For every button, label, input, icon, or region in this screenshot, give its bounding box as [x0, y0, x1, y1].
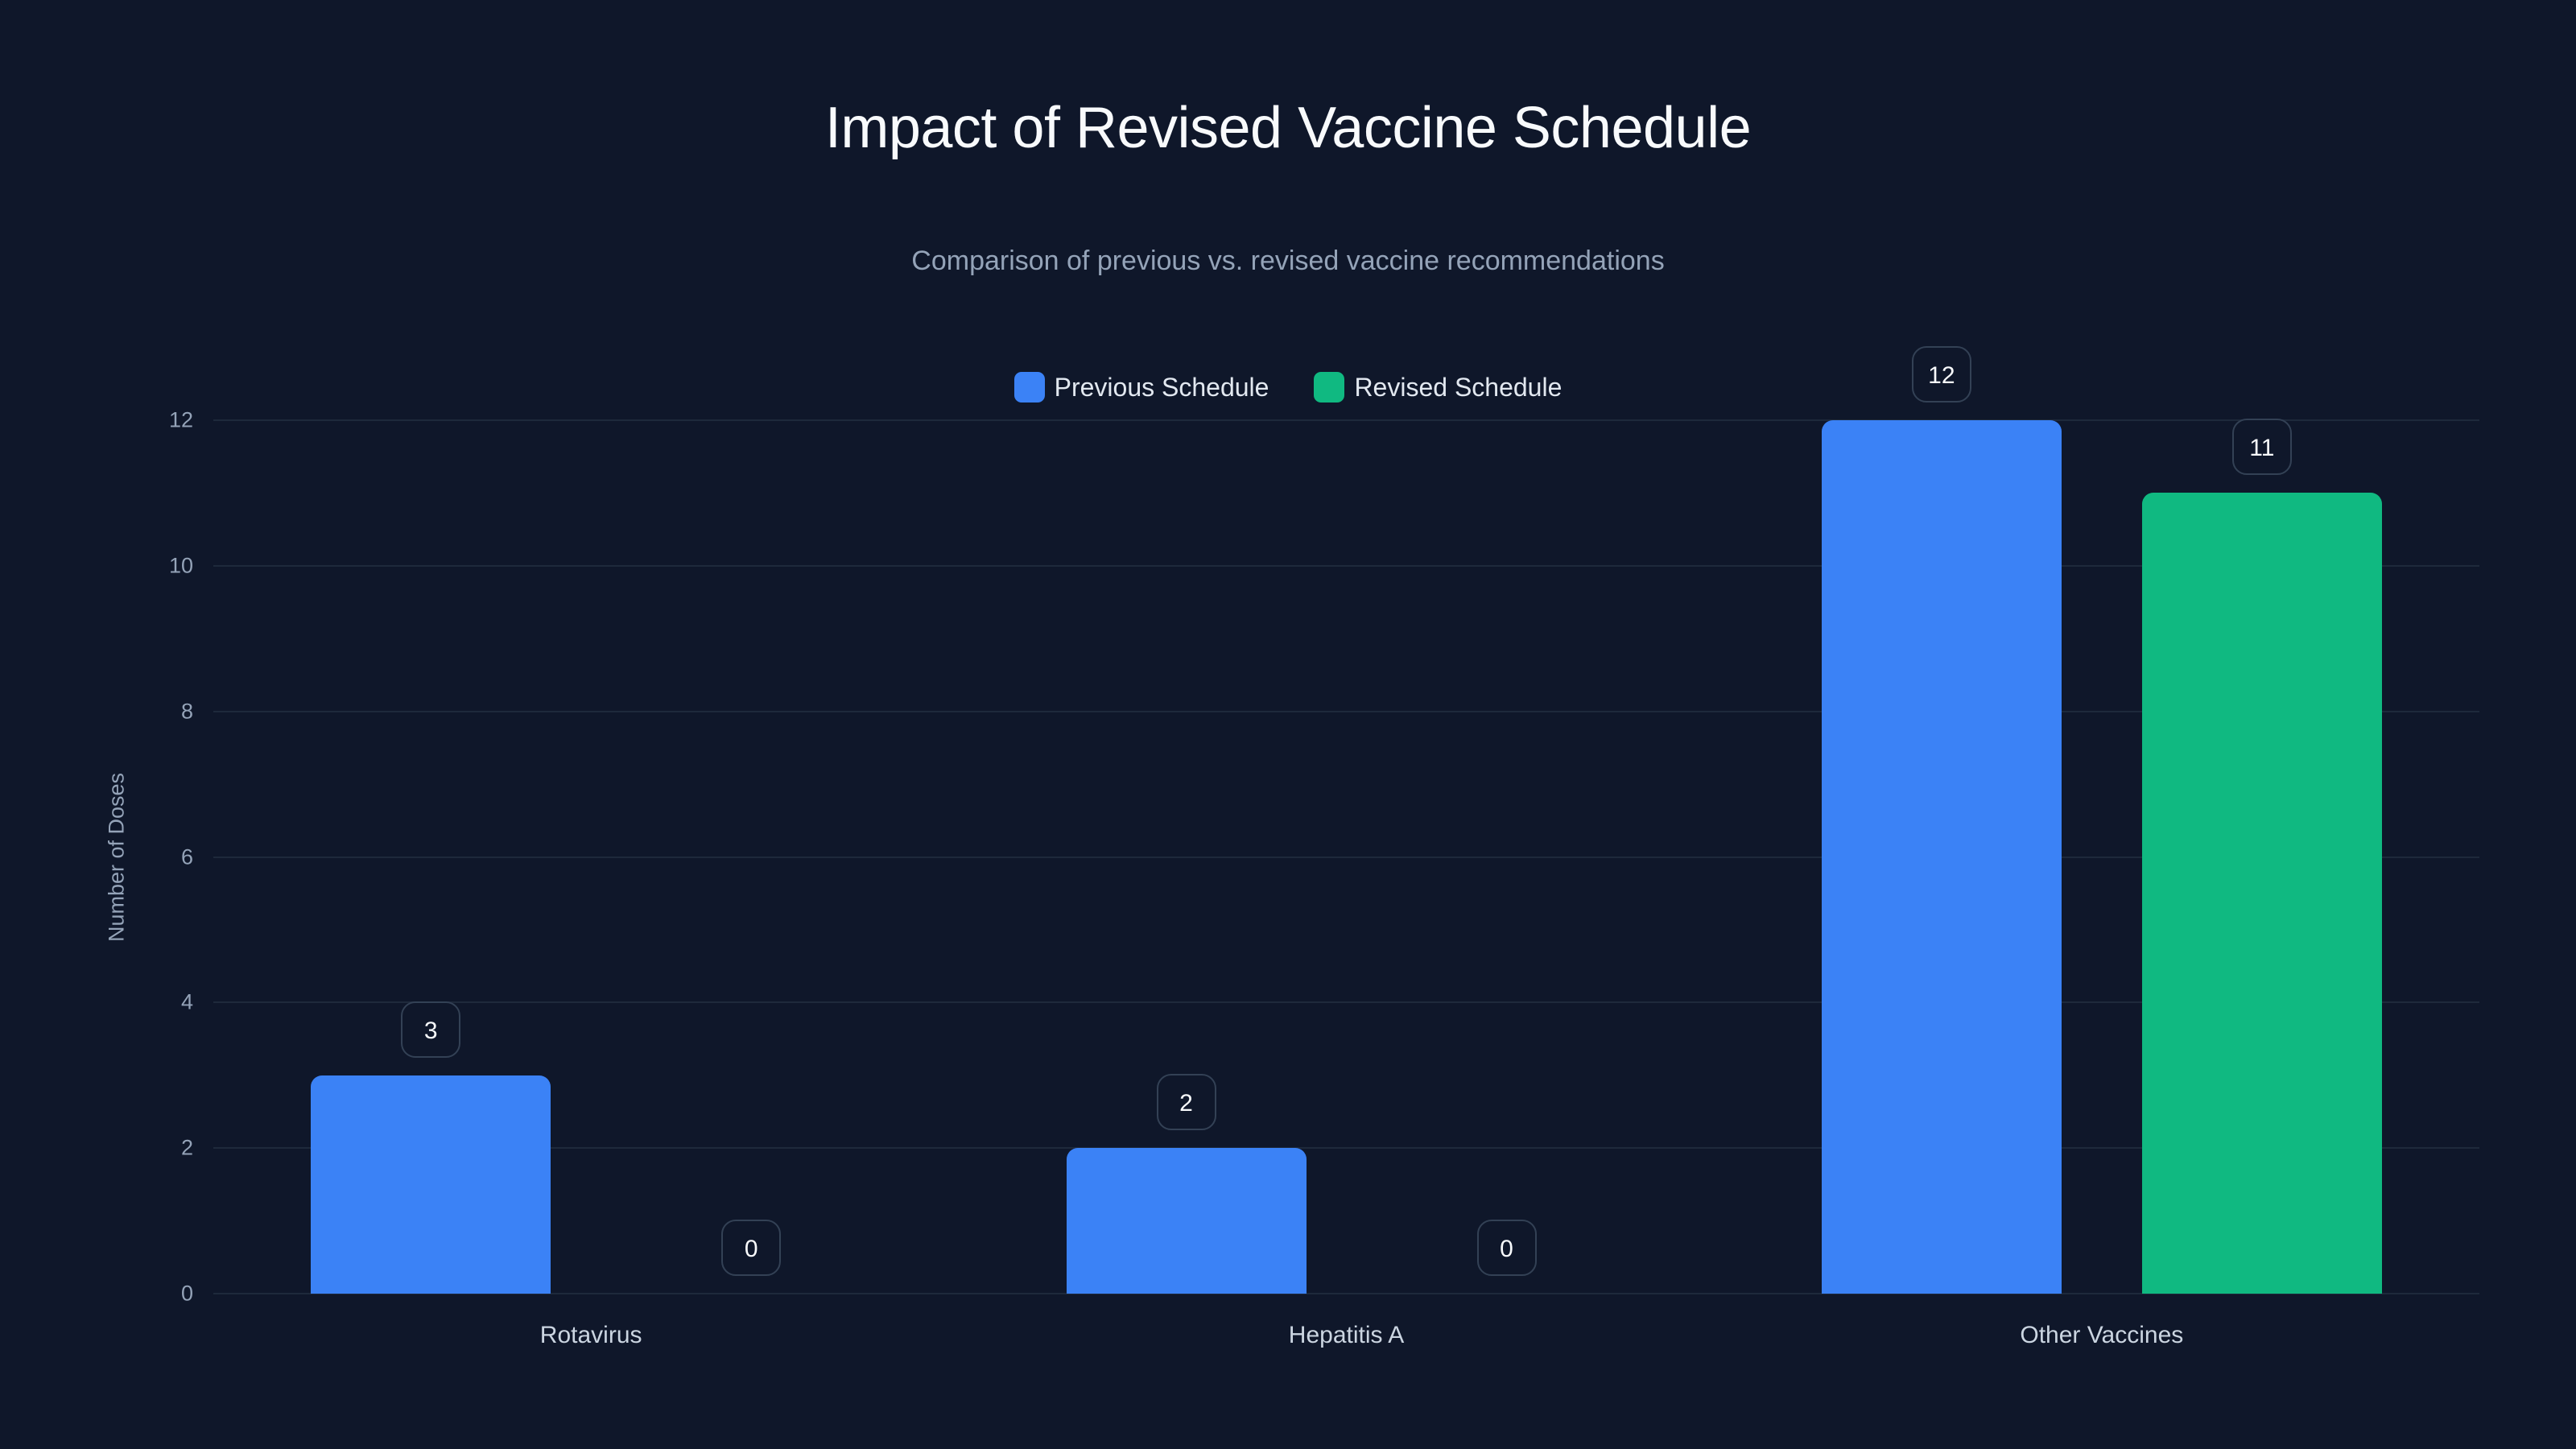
gridline — [213, 1001, 2479, 1004]
x-tick-label: Rotavirus — [539, 1322, 642, 1348]
gridline — [213, 856, 2479, 858]
data-label: 2 — [1156, 1074, 1216, 1131]
y-tick-label: 4 — [180, 989, 193, 1014]
y-axis-label: Number of Doses — [104, 772, 129, 943]
gridline — [213, 1147, 2479, 1150]
y-tick-label: 6 — [180, 844, 193, 869]
bar-hepatitis-a-previous[interactable] — [1066, 1148, 1307, 1294]
legend-swatch-previous-icon — [1013, 372, 1045, 402]
legend-item-previous[interactable]: Previous Schedule — [1013, 372, 1269, 402]
bar-other-vaccines-previous[interactable] — [1821, 420, 2062, 1294]
gridline — [213, 419, 2479, 421]
legend: Previous Schedule Revised Schedule — [0, 372, 2576, 402]
data-label: 11 — [2231, 419, 2292, 476]
y-tick-label: 8 — [180, 699, 193, 724]
gridline — [213, 564, 2479, 567]
gridline — [213, 710, 2479, 712]
y-tick-label: 10 — [168, 553, 193, 578]
y-tick-label: 2 — [180, 1135, 193, 1160]
data-label: 12 — [1911, 346, 1971, 402]
y-tick-label: 12 — [168, 407, 193, 432]
data-label: 3 — [401, 1001, 461, 1058]
x-tick-label: Hepatitis A — [1288, 1322, 1405, 1348]
legend-label: Revised Schedule — [1354, 372, 1563, 402]
legend-item-revised[interactable]: Revised Schedule — [1314, 372, 1562, 402]
y-tick-label: 0 — [180, 1281, 193, 1306]
x-tick-label: Other Vaccines — [2020, 1322, 2184, 1348]
chart-subtitle: Comparison of previous vs. revised vacci… — [911, 246, 1665, 276]
chart-title: Impact of Revised Vaccine Schedule — [824, 96, 1752, 160]
bar-rotavirus-previous[interactable] — [311, 1075, 551, 1294]
legend-swatch-revised-icon — [1314, 372, 1345, 402]
data-label: 0 — [721, 1220, 782, 1276]
legend-label: Previous Schedule — [1054, 372, 1269, 402]
bar-other-vaccines-revised[interactable] — [2141, 493, 2382, 1294]
gridline — [213, 1293, 2479, 1294]
data-label: 0 — [1476, 1220, 1537, 1276]
